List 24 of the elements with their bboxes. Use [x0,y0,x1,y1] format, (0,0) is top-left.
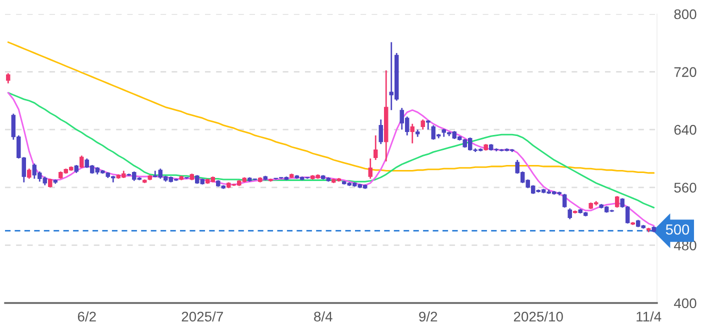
x-tick-label: 8/4 [314,311,332,322]
candlestick [568,208,572,220]
y-tick-label: 400 [674,298,696,308]
candlestick [614,195,620,208]
candlestick [410,123,414,144]
y-tick-label: 560 [674,182,696,193]
candlestick [562,193,567,208]
x-tick-label: 11/4 [636,311,662,322]
x-tick-label: 6/2 [78,311,96,322]
ref-line-label: 500 [666,224,690,235]
x-tick-label: 2025/7 [182,311,223,322]
candlestick [6,72,10,84]
candlestick [426,120,430,130]
candlestick [420,118,425,130]
y-tick-label: 640 [674,124,696,135]
candlestick [80,154,84,169]
y-tick-label: 800 [674,9,696,20]
candlestick [374,134,378,161]
x-tick-label: 9/2 [419,311,438,322]
candlestick [368,158,372,180]
y-tick-label: 720 [674,67,696,77]
candlestick [378,118,383,145]
candlestick [27,168,32,180]
x-tick-label: 2025/10 [514,311,563,322]
